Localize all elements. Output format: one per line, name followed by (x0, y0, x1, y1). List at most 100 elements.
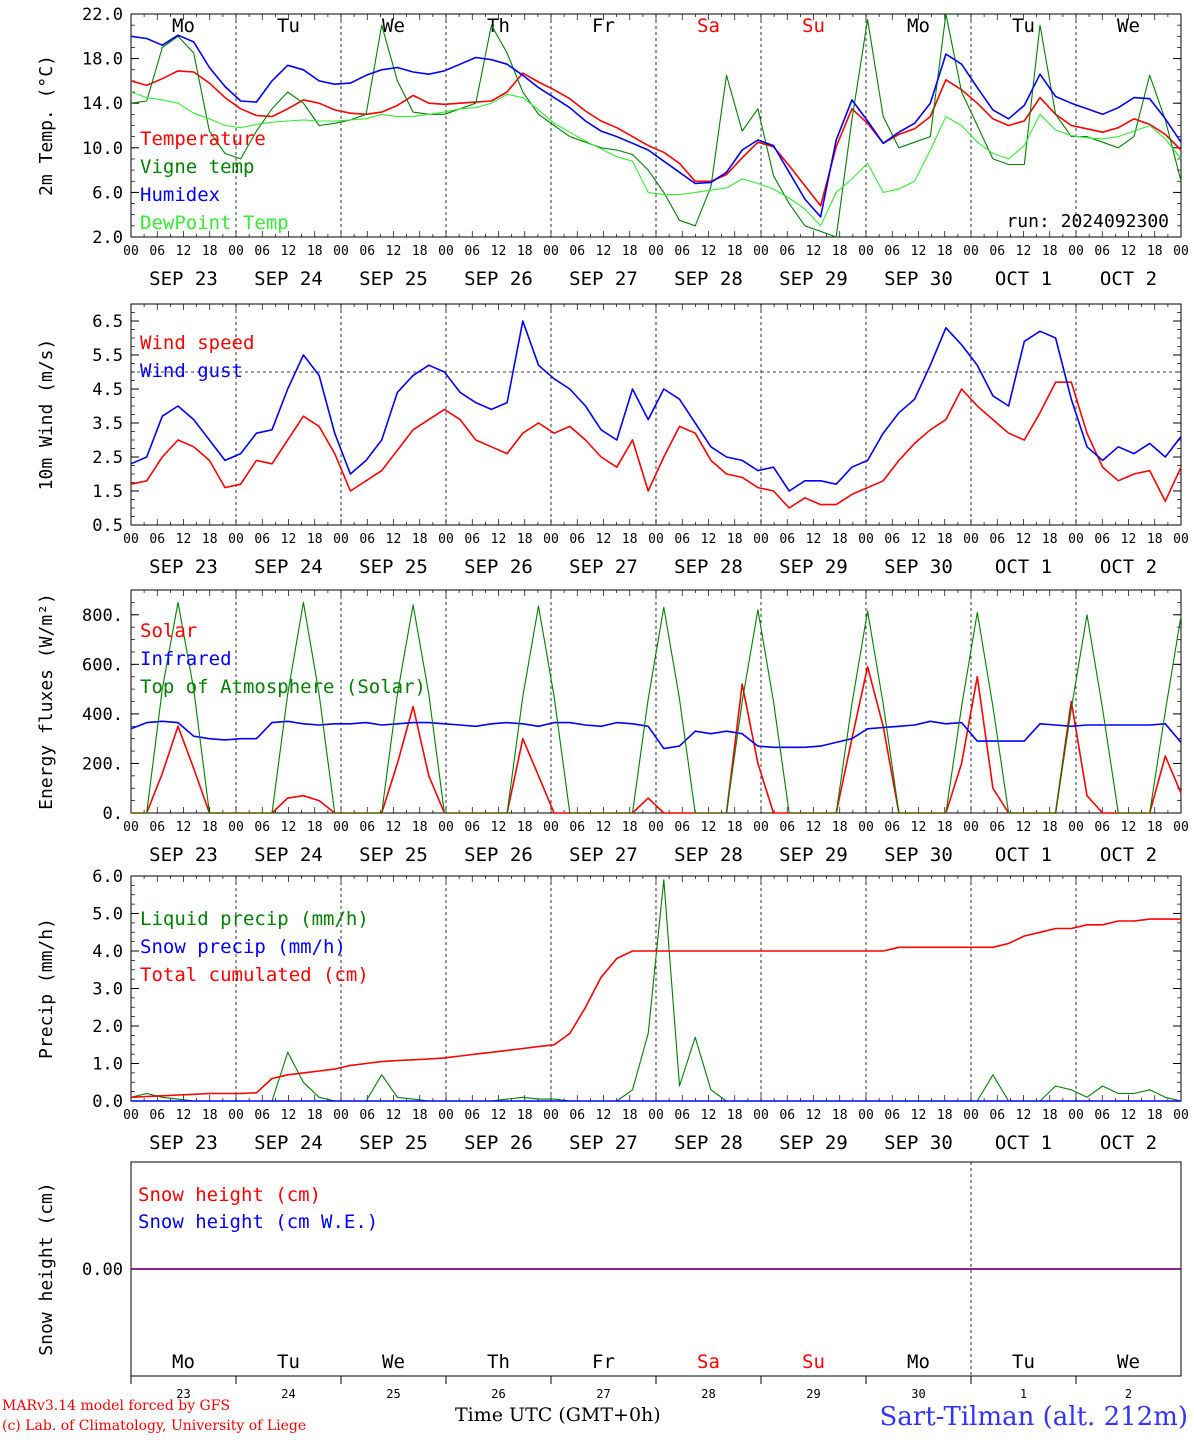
date-label: SEP 25 (359, 1132, 428, 1154)
y-axis-label: Snow height (cm) (36, 1182, 57, 1355)
hour-tick-label: 00 (333, 244, 349, 259)
date-label: SEP 28 (674, 1132, 743, 1154)
hour-tick-label: 00 (333, 820, 349, 835)
date-label: OCT 2 (1100, 556, 1157, 578)
hour-tick-label: 12 (1016, 244, 1032, 259)
hour-tick-label: 00 (753, 244, 769, 259)
legend-entry: Top of Atmosphere (Solar) (140, 676, 426, 698)
hour-tick-label: 00 (438, 820, 454, 835)
hour-tick-label: 18 (832, 820, 848, 835)
hour-tick-label: 06 (569, 244, 585, 259)
hour-tick-label: 06 (464, 820, 480, 835)
date-label: SEP 23 (149, 268, 218, 290)
hour-tick-label: 00 (1068, 1108, 1084, 1123)
hour-tick-label: 00 (543, 244, 559, 259)
hour-tick-label: 06 (884, 1108, 900, 1123)
y-tick-label: 3.5 (92, 414, 123, 434)
hour-tick-label: 06 (884, 244, 900, 259)
weekday-label: Tu (1012, 15, 1035, 37)
hour-tick-label: 18 (1042, 244, 1058, 259)
hour-tick-label: 12 (386, 244, 402, 259)
y-tick-label: 1.0 (92, 1055, 123, 1075)
hour-tick-label: 00 (438, 532, 454, 547)
legend-entry: Snow precip (mm/h) (140, 936, 346, 958)
y-tick-label: 0. (103, 804, 123, 824)
hour-tick-label: 12 (596, 244, 612, 259)
date-label: SEP 25 (359, 844, 428, 866)
weekday-label: We (1117, 15, 1140, 37)
y-tick-label: 18.0 (82, 50, 123, 70)
hour-tick-label: 12 (911, 532, 927, 547)
date-label: SEP 30 (884, 268, 953, 290)
hour-tick-label: 18 (622, 532, 638, 547)
date-label: SEP 29 (779, 844, 848, 866)
legend-entry: Snow height (cm W.E.) (138, 1211, 378, 1233)
hour-tick-label: 00 (333, 532, 349, 547)
hour-tick-label: 18 (1042, 532, 1058, 547)
legend-entry: Infrared (140, 648, 232, 670)
date-label: OCT 1 (995, 844, 1052, 866)
hour-tick-label: 00 (753, 1108, 769, 1123)
hour-tick-label: 06 (149, 820, 165, 835)
day-number-label: 27 (596, 1387, 610, 1401)
hour-tick-label: 12 (911, 244, 927, 259)
hour-tick-label: 00 (228, 244, 244, 259)
y-tick-label: 10.0 (82, 139, 123, 159)
hour-tick-label: 00 (648, 244, 664, 259)
hour-tick-label: 06 (989, 1108, 1005, 1123)
day-number-label: 30 (911, 1387, 925, 1401)
date-label: SEP 28 (674, 268, 743, 290)
hour-tick-label: 12 (281, 244, 297, 259)
hour-tick-label: 18 (202, 532, 218, 547)
y-axis-label: 10m Wind (m/s) (36, 339, 57, 491)
hour-tick-label: 00 (858, 820, 874, 835)
date-label: SEP 28 (674, 556, 743, 578)
day-number-label: 23 (176, 1387, 190, 1401)
hour-tick-label: 06 (359, 820, 375, 835)
hour-tick-label: 12 (176, 1108, 192, 1123)
hour-tick-label: 18 (622, 1108, 638, 1123)
legend-entry: Temperature (140, 128, 266, 150)
date-label: SEP 30 (884, 1132, 953, 1154)
hour-tick-label: 18 (1147, 1108, 1163, 1123)
model-credit: MARv3.14 model forced by GFS (2, 1398, 231, 1414)
y-tick-label: 6.5 (92, 312, 123, 332)
hour-tick-label: 06 (779, 244, 795, 259)
hour-tick-label: 00 (123, 244, 139, 259)
hour-tick-label: 00 (858, 244, 874, 259)
series-line-temperature-1 (130, 13, 1182, 238)
hour-tick-label: 18 (202, 244, 218, 259)
hour-tick-label: 18 (517, 532, 533, 547)
date-label: OCT 2 (1100, 268, 1157, 290)
hour-tick-label: 18 (622, 820, 638, 835)
hour-tick-label: 00 (963, 244, 979, 259)
weekday-label: Th (487, 15, 510, 37)
hour-tick-label: 00 (228, 1108, 244, 1123)
legend-entry: Liquid precip (mm/h) (140, 908, 369, 930)
day-number-label: 29 (806, 1387, 820, 1401)
hour-tick-label: 12 (281, 532, 297, 547)
hour-tick-label: 06 (779, 820, 795, 835)
hour-tick-label: 06 (989, 244, 1005, 259)
series-line-precip-2 (130, 918, 1181, 1099)
hour-tick-label: 18 (937, 1108, 953, 1123)
y-tick-label: 200. (82, 754, 123, 774)
date-label: SEP 29 (779, 1132, 848, 1154)
weekday-label: Mo (907, 1351, 930, 1373)
date-label: SEP 27 (569, 844, 638, 866)
hour-tick-label: 00 (438, 1108, 454, 1123)
hour-tick-label: 12 (281, 1108, 297, 1123)
hour-tick-label: 18 (1147, 820, 1163, 835)
panel-wind: 0.5 1.5 2.5 3.5 4.5 5.5 6.5 10m Wind (m/s) 00 06 1… (36, 303, 1189, 578)
hour-tick-label: 06 (1094, 244, 1110, 259)
date-label: SEP 30 (884, 556, 953, 578)
y-tick-label: 600. (82, 655, 123, 675)
y-tick-label: 6.0 (92, 183, 123, 203)
y-tick-label: 800. (82, 606, 123, 626)
hour-tick-label: 00 (123, 820, 139, 835)
legend-entry: Snow height (cm) (138, 1184, 321, 1206)
series-line-energy-0 (131, 665, 1182, 814)
hour-tick-label: 18 (517, 1108, 533, 1123)
hour-tick-label: 00 (123, 1108, 139, 1123)
hour-tick-label: 00 (858, 1108, 874, 1123)
